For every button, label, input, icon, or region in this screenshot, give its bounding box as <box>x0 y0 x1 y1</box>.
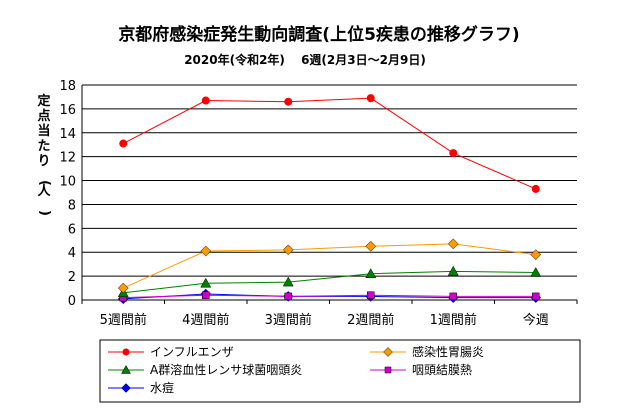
y-tick-label: 8 <box>68 198 76 213</box>
series-line <box>123 97 536 190</box>
data-point <box>117 282 129 294</box>
data-point <box>530 249 542 260</box>
y-tick-label: 12 <box>59 151 76 166</box>
x-tick-label: 1週間前 <box>430 312 477 328</box>
y-tick-label: 16 <box>59 103 76 118</box>
legend-box <box>99 339 581 403</box>
legend-swatch-marker <box>122 348 130 356</box>
x-tick-label: 5週間前 <box>100 312 147 328</box>
data-point <box>449 149 458 158</box>
legend-label: 咽頭結膜熱 <box>412 363 472 377</box>
data-point <box>202 291 210 299</box>
data-point <box>532 292 540 301</box>
y-tick-label: 6 <box>68 222 76 237</box>
legend-swatch-marker <box>384 366 392 374</box>
data-point <box>200 277 212 288</box>
y-tick-label: 4 <box>68 246 76 261</box>
legend-swatch-marker <box>121 364 131 374</box>
plot-area: 0 2 4 6 8 10 12 14 16 18 5週間前 4週間前 3週間前 2週間前 1週間前 今週 定点当… <box>36 79 578 328</box>
plot-background <box>82 85 577 300</box>
data-point <box>200 245 212 257</box>
x-tick-label: 3週間前 <box>265 312 312 328</box>
y-tick-label: 0 <box>68 294 76 309</box>
legend-label: 感染性胃腸炎 <box>412 344 484 359</box>
data-point <box>282 244 294 256</box>
y-axis-label: 定点当たり(人) <box>36 93 52 216</box>
data-point <box>367 291 375 299</box>
y-tick-label: 2 <box>68 270 76 285</box>
data-point <box>531 184 540 193</box>
data-point <box>447 265 459 276</box>
y-tick-label: 14 <box>59 127 76 142</box>
chart-title: 京都府感染症発生動向調査(上位5疾患の推移グラフ) <box>118 24 519 45</box>
legend-swatch-marker <box>121 383 131 393</box>
x-tick-label: 今週 <box>523 312 549 328</box>
legend-label: A群溶血性レンサ球菌咽頭炎 <box>150 362 302 377</box>
data-point <box>284 97 293 106</box>
x-tick-label: 2週間前 <box>347 312 394 328</box>
data-point <box>449 292 457 301</box>
series-line <box>123 293 536 300</box>
data-point <box>282 276 294 287</box>
legend-label: インフルエンザ <box>150 345 234 359</box>
chart-subtitle: 2020年(令和2年) 6週(2月3日～2月9日) <box>184 52 426 67</box>
legend-swatch-marker <box>383 347 393 357</box>
data-point <box>365 268 377 278</box>
y-tick-label: 10 <box>59 175 76 190</box>
data-point <box>530 267 542 277</box>
data-point <box>447 238 459 250</box>
data-point <box>284 292 292 301</box>
series-line <box>123 270 536 294</box>
series-line <box>123 294 536 299</box>
legend-label: 水痘 <box>150 380 174 395</box>
x-tick-label: 4週間前 <box>182 312 229 328</box>
data-point <box>201 96 210 105</box>
data-point <box>365 240 377 252</box>
data-point <box>119 139 128 148</box>
y-tick-label: 18 <box>59 79 76 94</box>
series-line <box>123 243 536 289</box>
data-point <box>366 94 375 103</box>
